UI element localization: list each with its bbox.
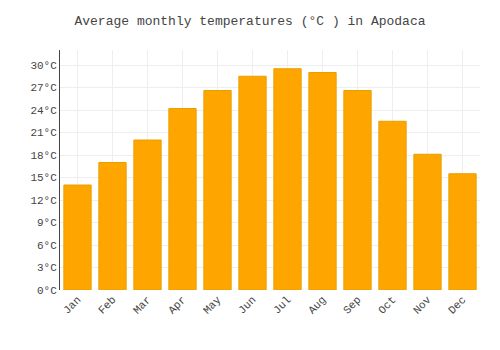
svg-text:Jul: Jul <box>271 294 293 316</box>
svg-text:May: May <box>201 294 224 317</box>
svg-text:24°C: 24°C <box>30 105 57 117</box>
svg-text:27°C: 27°C <box>30 82 57 94</box>
svg-text:Mar: Mar <box>131 294 153 316</box>
svg-text:30°C: 30°C <box>30 60 57 72</box>
svg-text:Feb: Feb <box>96 294 118 316</box>
svg-text:15°C: 15°C <box>30 172 57 184</box>
svg-text:18°C: 18°C <box>30 150 57 162</box>
svg-text:Apr: Apr <box>166 294 188 316</box>
svg-text:Aug: Aug <box>306 294 328 316</box>
svg-text:Jun: Jun <box>236 294 258 316</box>
svg-text:Average monthly temperatures (: Average monthly temperatures (°C ) in Ap… <box>74 14 425 29</box>
svg-text:6°C: 6°C <box>37 240 57 252</box>
svg-text:Dec: Dec <box>446 294 468 316</box>
svg-text:3°C: 3°C <box>37 262 57 274</box>
svg-text:Oct: Oct <box>376 294 398 316</box>
svg-text:9°C: 9°C <box>37 217 57 229</box>
svg-text:0°C: 0°C <box>37 285 57 297</box>
svg-text:21°C: 21°C <box>30 127 57 139</box>
svg-text:Sep: Sep <box>341 294 363 316</box>
svg-text:12°C: 12°C <box>30 195 57 207</box>
svg-text:Jan: Jan <box>61 294 83 316</box>
svg-text:Nov: Nov <box>411 294 434 317</box>
